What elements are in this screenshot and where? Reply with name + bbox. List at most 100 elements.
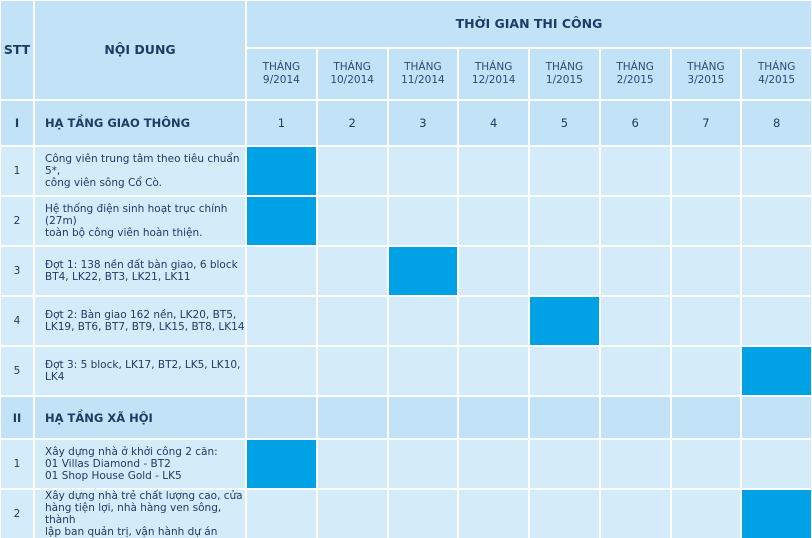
month-cell: [459, 440, 528, 488]
month-cell: [600, 147, 670, 195]
month-year: 10/2014: [330, 74, 374, 86]
section-number: I: [1, 101, 33, 145]
month-number: [530, 397, 599, 438]
schedule-header: THỜI GIAN THI CÔNG: [247, 1, 811, 47]
month-header: THÁNG 9/2014: [247, 49, 316, 99]
month-number: [459, 397, 528, 438]
section-number: II: [1, 397, 33, 438]
month-year: 2/2015: [616, 74, 654, 86]
active-cell: [742, 347, 811, 395]
item-number: 1: [1, 440, 33, 488]
item-content: Xây dựng nhà ở khởi công 2 căn: 01 Villas…: [35, 440, 245, 488]
month-number: 4: [459, 101, 528, 145]
active-cell: [247, 147, 316, 195]
month-number: 5: [530, 101, 599, 145]
item-content: Xây dựng nhà trẻ chất lượng cao, cửa hàng…: [35, 490, 245, 538]
month-header: THÁNG 2/2015: [600, 49, 670, 99]
month-cell: [317, 490, 387, 538]
month-cell: [530, 347, 599, 395]
item-content: Hệ thống điện sinh hoạt trục chính (27m)…: [35, 197, 245, 245]
item-line: Đợt 2: Bàn giao 162 nền, LK20, BT5,: [45, 309, 237, 321]
item-number: 4: [1, 297, 33, 345]
month-cell: [388, 347, 458, 395]
month-cell: [742, 147, 811, 195]
month-label: THÁNG: [757, 61, 796, 73]
month-cell: [671, 440, 741, 488]
month-cell: [317, 347, 387, 395]
content-header: NỘI DUNG: [35, 1, 245, 99]
month-year: 3/2015: [687, 74, 725, 86]
month-cell: [247, 247, 316, 295]
month-header: THÁNG 3/2015: [671, 49, 741, 99]
month-cell: [459, 297, 528, 345]
month-cell: [600, 440, 670, 488]
month-cell: [671, 347, 741, 395]
month-cell: [671, 247, 741, 295]
month-cell: [388, 490, 458, 538]
month-cell: [459, 197, 528, 245]
month-cell: [247, 297, 316, 345]
month-cell: [530, 147, 599, 195]
item-line: 01 Villas Diamond - BT2: [45, 458, 171, 470]
month-cell: [671, 490, 741, 538]
month-cell: [388, 440, 458, 488]
month-label: THÁNG: [262, 61, 301, 73]
item-line: Công viên trung tâm theo tiêu chuẩn 5*,: [45, 153, 240, 177]
item-number: 5: [1, 347, 33, 395]
month-cell: [247, 490, 316, 538]
month-label: THÁNG: [687, 61, 725, 73]
item-line: BT4, LK22, BT3, LK21, LK11: [45, 271, 191, 283]
month-cell: [600, 197, 670, 245]
active-cell: [247, 440, 316, 488]
item-line: Xây dựng nhà trẻ chất lượng cao, cửa: [45, 490, 243, 502]
month-header: THÁNG 10/2014: [317, 49, 387, 99]
month-number: [388, 397, 458, 438]
item-content: Đợt 1: 138 nền đất bàn giao, 6 block BT4,…: [35, 247, 245, 295]
item-line: Đợt 1: 138 nền đất bàn giao, 6 block: [45, 259, 238, 271]
month-header: THÁNG 11/2014: [388, 49, 458, 99]
month-number: [600, 397, 670, 438]
month-cell: [742, 440, 811, 488]
item-content: Đợt 3: 5 block, LK17, BT2, LK5, LK10, LK4: [35, 347, 245, 395]
month-year: 4/2015: [758, 74, 796, 86]
stt-header: STT: [1, 1, 33, 99]
month-cell: [459, 347, 528, 395]
item-line: LK19, BT6, BT7, BT9, LK15, BT8, LK14: [45, 321, 245, 333]
month-cell: [388, 197, 458, 245]
month-year: 1/2015: [545, 74, 583, 86]
month-number: 3: [388, 101, 458, 145]
item-line: Đợt 3: 5 block, LK17, BT2, LK5, LK10,: [45, 359, 241, 371]
month-number: 6: [600, 101, 670, 145]
month-label: THÁNG: [333, 61, 371, 73]
item-line: toàn bộ công viên hoàn thiện.: [45, 227, 203, 239]
month-cell: [459, 147, 528, 195]
month-header: THÁNG 12/2014: [459, 49, 528, 99]
month-year: 11/2014: [401, 74, 445, 86]
month-cell: [600, 297, 670, 345]
month-label: THÁNG: [404, 61, 442, 73]
month-cell: [600, 490, 670, 538]
month-number: 8: [742, 101, 811, 145]
month-number: [247, 397, 316, 438]
item-line: Xây dựng nhà ở khởi công 2 căn:: [45, 446, 218, 458]
month-cell: [742, 197, 811, 245]
month-cell: [388, 297, 458, 345]
item-number: 2: [1, 490, 33, 538]
section-title: HẠ TẦNG GIAO THÔNG: [35, 101, 245, 145]
month-cell: [388, 147, 458, 195]
item-number: 2: [1, 197, 33, 245]
month-cell: [530, 490, 599, 538]
month-cell: [530, 197, 599, 245]
item-number: 1: [1, 147, 33, 195]
item-line: LK4: [45, 371, 65, 383]
month-cell: [530, 440, 599, 488]
month-label: THÁNG: [545, 61, 584, 73]
month-number: 7: [671, 101, 741, 145]
month-cell: [530, 247, 599, 295]
month-cell: [671, 197, 741, 245]
item-content: Đợt 2: Bàn giao 162 nền, LK20, BT5, LK19,…: [35, 297, 245, 345]
month-cell: [317, 197, 387, 245]
month-cell: [459, 490, 528, 538]
active-cell: [247, 197, 316, 245]
